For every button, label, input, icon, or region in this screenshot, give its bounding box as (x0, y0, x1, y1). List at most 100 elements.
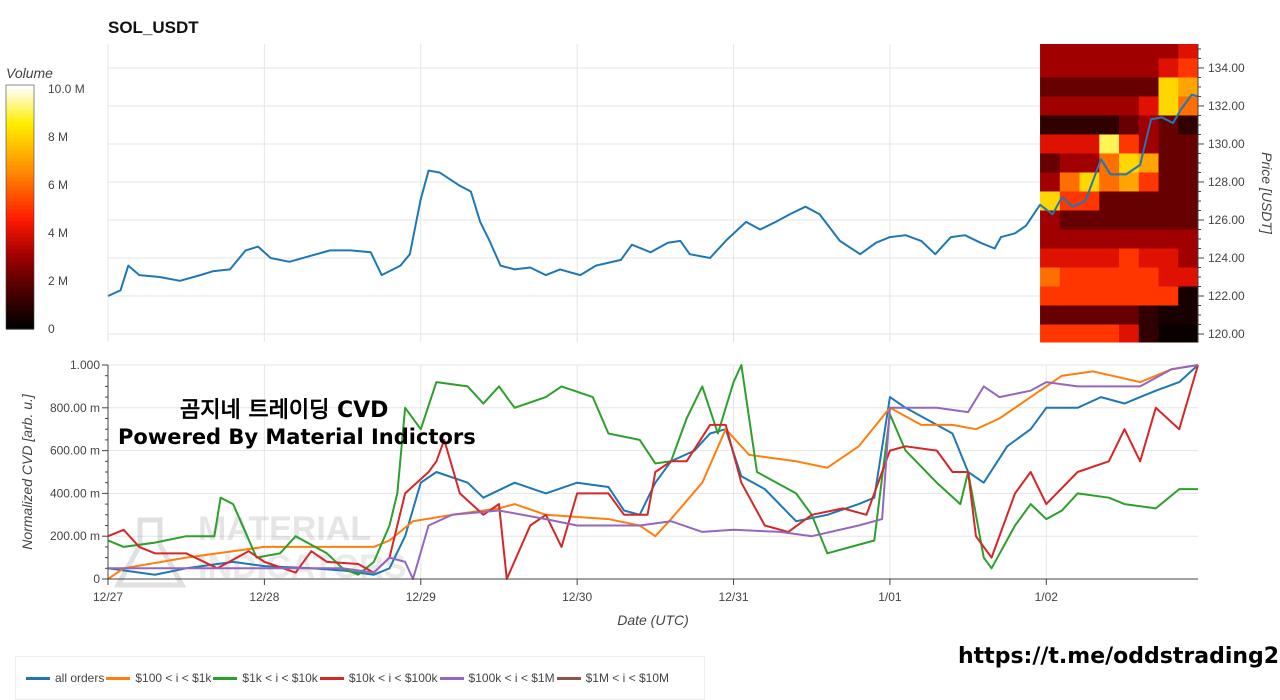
legend-item-s100[interactable]: $100 < i < $1k (106, 671, 211, 685)
heatmap-cell (1138, 210, 1160, 230)
heatmap-cell (1158, 134, 1179, 154)
heatmap-cell (1059, 210, 1081, 230)
heatmap-cell (1040, 58, 1061, 78)
legend-label: $100k < i < $1M (468, 671, 555, 685)
heatmap-cell (1138, 248, 1160, 268)
x-tick-label: 1/01 (878, 590, 902, 604)
colorbar-segment (6, 197, 34, 202)
watermark-logo: MATERIAL (198, 510, 371, 548)
heatmap-cell (1158, 58, 1179, 78)
annotation-cvd-title: 곰지네 트레이딩 CVD (180, 398, 389, 423)
heatmap-cell (1178, 248, 1199, 268)
heatmap-cell (1119, 58, 1140, 78)
legend-swatch (213, 676, 238, 680)
x-tick-label: 12/28 (249, 590, 279, 604)
heatmap-cell (1040, 229, 1061, 249)
legend-item-s10k[interactable]: $10k < i < $100k (319, 671, 438, 685)
cvd-line-s10k (107, 364, 1199, 580)
heatmap-cell (1079, 305, 1100, 326)
colorbar-segment (6, 105, 34, 110)
price-tick-label: 124.00 (1208, 251, 1245, 265)
heatmap-cell (1040, 77, 1061, 97)
price-tick-label: 128.00 (1208, 175, 1245, 189)
heatmap-cell (1158, 44, 1179, 59)
heatmap-cell (1059, 77, 1081, 97)
heatmap-cell (1079, 153, 1100, 173)
heatmap-cell (1178, 210, 1199, 230)
heatmap-cell (1119, 153, 1140, 173)
colorbar-tick-label: 4 M (48, 226, 68, 240)
heatmap-cell (1040, 210, 1061, 230)
legend-item-s1m[interactable]: $1M < i < $10M (556, 671, 669, 685)
heatmap-cell (1059, 248, 1081, 268)
heatmap-cell (1079, 210, 1100, 230)
legend-swatch (106, 676, 131, 680)
telegram-link[interactable]: https://t.me/oddstrading2 (958, 644, 1280, 669)
colorbar-segment (6, 93, 34, 98)
heatmap-cell (1059, 172, 1081, 192)
heatmap-cell (1040, 248, 1061, 268)
colorbar-tick-label: 6 M (48, 178, 68, 192)
heatmap-cell (1040, 44, 1061, 59)
legend-swatch (439, 676, 464, 680)
colorbar-segment (6, 145, 34, 150)
heatmap-cell (1158, 191, 1179, 211)
heatmap-cell (1138, 324, 1160, 343)
colorbar-segment (6, 265, 34, 270)
colorbar-segment (6, 285, 34, 290)
colorbar-segment (6, 121, 34, 126)
colorbar-segment (6, 177, 34, 182)
colorbar-segment (6, 113, 34, 118)
cvd-tick-label: 400.00 m (50, 486, 100, 500)
heatmap-cell (1059, 44, 1081, 59)
x-tick-label: 1/02 (1035, 590, 1059, 604)
heatmap-cell (1178, 229, 1199, 249)
colorbar-segment (6, 97, 34, 102)
cvd-tick-label: 1.000 (70, 358, 100, 372)
colorbar-tick-label: 10.0 M (48, 82, 85, 96)
price-tick-label: 132.00 (1208, 99, 1245, 113)
heatmap-cell (1178, 305, 1199, 326)
legend-item-s100k[interactable]: $100k < i < $1M (439, 671, 555, 685)
colorbar-segment (6, 293, 34, 298)
legend-item-all[interactable]: all orders (26, 671, 104, 685)
price-tick-label: 126.00 (1208, 213, 1245, 227)
legend-item-s1k[interactable]: $1k < i < $10k (213, 671, 318, 685)
legend-label: $100 < i < $1k (135, 671, 212, 685)
heatmap-cell (1099, 286, 1120, 307)
heatmap-cell (1079, 44, 1100, 59)
colorbar-segment (6, 149, 34, 154)
colorbar-segment (6, 181, 34, 186)
heatmap-cell (1158, 210, 1179, 230)
colorbar-segment (6, 161, 34, 166)
colorbar-segment (6, 133, 34, 138)
colorbar-segment (6, 117, 34, 122)
heatmap-cell (1079, 286, 1100, 307)
heatmap-cell (1040, 324, 1061, 343)
colorbar-tick-label: 2 M (48, 274, 68, 288)
legend: all orders $100 < i < $1k $1k < i < $10k $1… (15, 656, 705, 700)
colorbar-segment (6, 261, 34, 266)
heatmap-cell (1138, 172, 1160, 192)
heatmap-cell (1059, 134, 1081, 154)
colorbar-segment (6, 217, 34, 222)
x-axis-title: Date (UTC) (617, 612, 689, 628)
heatmap-cell (1158, 172, 1179, 192)
heatmap-cell (1099, 267, 1120, 288)
heatmap-cell (1079, 324, 1100, 343)
heatmap-cell (1079, 267, 1100, 288)
colorbar-segment (6, 165, 34, 170)
heatmap-cell (1040, 96, 1061, 116)
heatmap-cell (1119, 172, 1140, 192)
legend-label: $1M < i < $10M (585, 671, 669, 685)
colorbar-segment (6, 273, 34, 278)
colorbar-segment (6, 305, 34, 310)
heatmap-cell (1119, 191, 1140, 211)
heatmap-cell (1138, 96, 1160, 116)
legend-label: $10k < i < $100k (348, 671, 438, 685)
heatmap-cell (1079, 248, 1100, 268)
heatmap-cell (1158, 77, 1179, 97)
heatmap-cell (1099, 191, 1120, 211)
heatmap-cell (1138, 134, 1160, 154)
heatmap-cell (1059, 324, 1081, 343)
